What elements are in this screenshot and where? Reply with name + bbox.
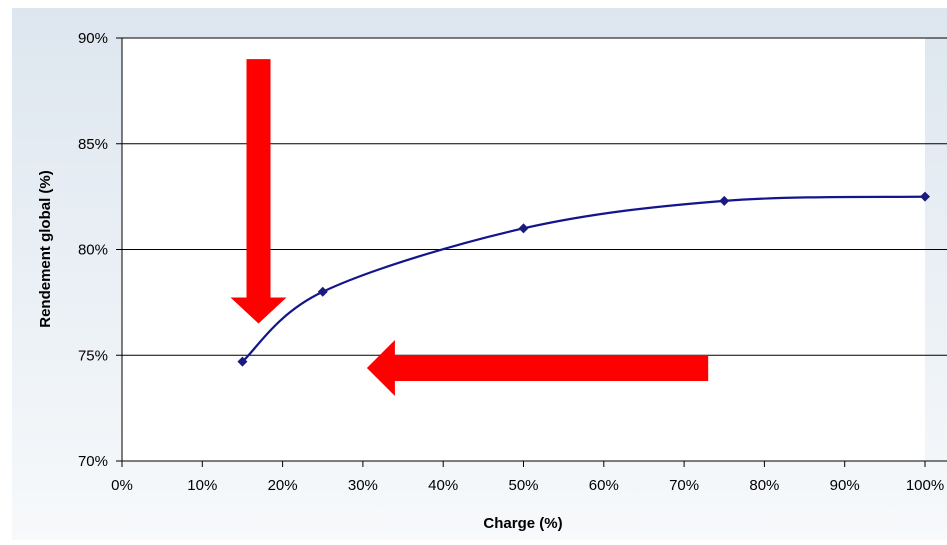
- y-axis-title: Rendement global (%): [37, 170, 54, 328]
- x-tick-label: 90%: [830, 477, 860, 494]
- annotations: [230, 59, 709, 396]
- x-tick-label: 30%: [348, 477, 378, 494]
- x-tick-label: 0%: [111, 477, 133, 494]
- series-line: [241, 195, 926, 363]
- y-tick-label: 90%: [78, 30, 108, 47]
- data-point: [920, 191, 930, 202]
- tick-labels: 70% 75% 80% 85% 90% 0% 10% 20% 30% 40% 50% 60% 70% 80…: [78, 30, 944, 494]
- x-tick-label: 60%: [589, 477, 619, 494]
- y-tick-label: 70%: [78, 453, 108, 470]
- x-tick-label: 20%: [268, 477, 298, 494]
- data-point: [317, 286, 328, 297]
- x-tick-label: 50%: [508, 477, 538, 494]
- x-tick-label: 100%: [906, 477, 944, 494]
- y-tick-label: 75%: [78, 347, 108, 364]
- x-axis-title: Charge (%): [483, 515, 562, 532]
- y-tick-label: 85%: [78, 136, 108, 153]
- data-point: [518, 223, 529, 234]
- x-tick-label: 80%: [749, 477, 779, 494]
- data-point: [719, 195, 730, 206]
- data-series: [237, 191, 930, 367]
- arrow-down-annotation: [230, 59, 287, 324]
- data-point: [237, 356, 248, 367]
- y-tick-label: 80%: [78, 242, 108, 259]
- axes: [116, 37, 947, 467]
- x-tick-label: 40%: [428, 477, 458, 494]
- x-tick-label: 70%: [669, 477, 699, 494]
- x-tick-label: 10%: [187, 477, 217, 494]
- arrow-left-annotation: [366, 339, 709, 396]
